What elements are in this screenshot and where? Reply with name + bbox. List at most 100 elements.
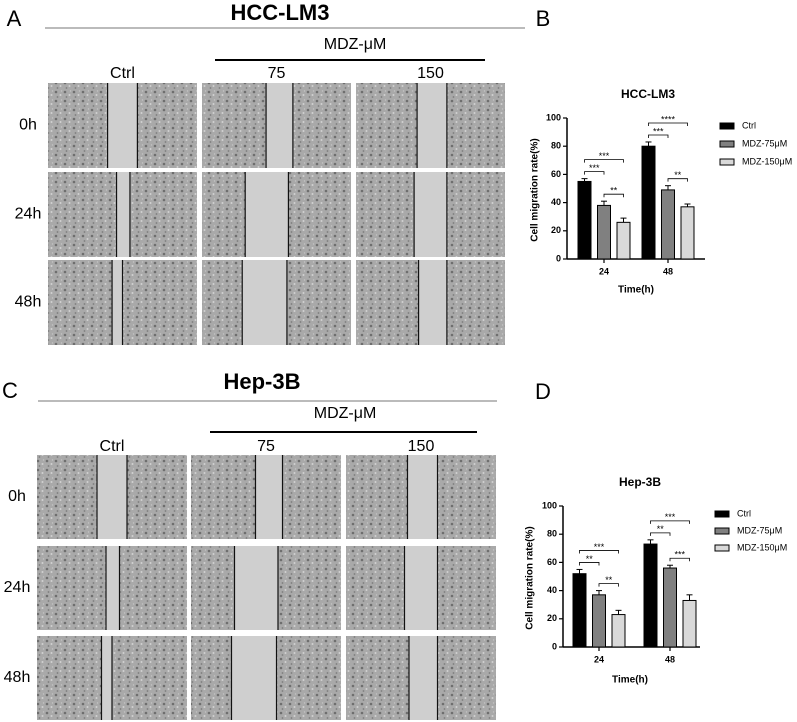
column-label: 75 [268,65,286,82]
error-bar [665,185,671,190]
y-tick-label: 40 [551,197,561,207]
bar [577,180,592,260]
significance-label: *** [589,163,600,173]
wound-gap [242,260,287,345]
legend-label: MDZ-75μM [737,525,782,535]
error-bar [596,590,602,595]
wound-gap [116,172,130,257]
bar [592,594,606,648]
y-tick-label: 80 [551,141,561,151]
error-bar [684,203,691,207]
significance-bracket [603,193,624,198]
wound-gap [107,83,138,168]
bar [641,145,656,260]
error-bar [581,178,588,182]
y-tick-label: 20 [551,225,561,235]
wound-gap [407,455,438,539]
error-bar [686,594,693,601]
significance-bracket [667,178,688,182]
y-tick-label: 20 [547,613,557,623]
legend-label: Ctrl [742,120,756,130]
legend-label: MDZ-150μM [737,542,787,552]
error-bar [620,217,627,223]
wound-gap [97,455,127,539]
legend-label: Ctrl [737,508,751,518]
bar [663,567,677,648]
y-tick-label: 0 [552,641,557,651]
x-axis-label: Time(h) [618,285,654,296]
x-tick-label: 24 [594,654,604,664]
error-bar [615,609,622,615]
panel-letter: D [535,379,551,404]
significance-label: ** [605,575,613,585]
significance-bracket [598,583,619,587]
column-label: 75 [257,438,275,455]
bar [682,599,697,648]
error-bar [645,141,652,147]
x-tick-label: 48 [665,654,675,664]
y-tick-label: 60 [547,557,557,567]
significance-bracket [579,562,600,566]
wound-gap [414,172,447,257]
significance-label: **** [661,114,676,124]
significance-bracket [669,557,690,562]
bar [643,543,658,648]
bar [611,614,626,648]
significance-bracket [584,159,624,163]
error-bar [647,539,654,545]
row-label: 0h [19,117,37,134]
wound-gap [231,636,277,720]
x-tick-label: 48 [663,266,673,276]
chart-title: Hep-3B [619,475,661,489]
wound-gap [409,636,438,720]
significance-bracket [584,171,605,175]
significance-label: *** [599,151,610,161]
panel-letter: B [536,6,551,31]
x-tick-label: 24 [599,266,609,276]
bar [597,204,611,260]
y-tick-label: 0 [556,253,561,263]
y-tick-label: 40 [547,585,557,595]
wound-gap [255,455,283,539]
x-axis-label: Time(h) [612,675,648,686]
legend-swatch [714,510,730,518]
bar [572,573,587,648]
row-label: 48h [4,669,31,686]
panel-title: Hep-3B [223,369,300,394]
column-label: Ctrl [110,65,135,82]
y-axis-label: Cell migration rate(%) [530,138,541,241]
error-bar [667,564,673,569]
wound-gap [245,172,289,257]
y-tick-label: 80 [547,529,557,539]
chart-title: HCC-LM3 [621,87,675,101]
significance-label: ** [674,170,682,180]
bar [661,189,675,260]
significance-bracket [648,134,669,138]
y-tick-label: 60 [551,169,561,179]
row-label: 24h [4,579,31,596]
significance-label: ** [586,554,594,564]
group-label: MDZ-μM [314,405,377,422]
legend-label: MDZ-75μM [742,138,787,148]
wound-gap [418,260,447,345]
wound-gap [101,636,112,720]
group-label: MDZ-μM [324,36,387,53]
significance-bracket [648,122,688,126]
significance-label: ** [610,186,618,196]
panel-letter: A [7,6,22,31]
y-axis-label: Cell migration rate(%) [525,526,536,629]
legend-swatch [719,158,735,166]
column-label: 150 [417,65,444,82]
wound-gap [106,546,120,630]
column-label: 150 [408,438,435,455]
significance-label: *** [594,542,605,552]
wound-gap [234,546,278,630]
significance-label: *** [665,512,676,522]
wound-gap [404,546,438,630]
bar [616,221,631,260]
y-tick-label: 100 [546,112,561,122]
significance-bracket [650,532,671,536]
row-label: 24h [15,206,42,223]
error-bar [576,568,583,574]
